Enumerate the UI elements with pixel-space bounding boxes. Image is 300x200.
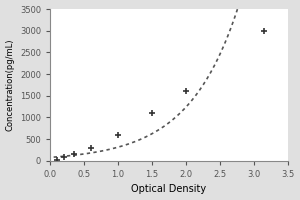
Y-axis label: Concentration(pg/mL): Concentration(pg/mL)	[6, 39, 15, 131]
X-axis label: Optical Density: Optical Density	[131, 184, 207, 194]
